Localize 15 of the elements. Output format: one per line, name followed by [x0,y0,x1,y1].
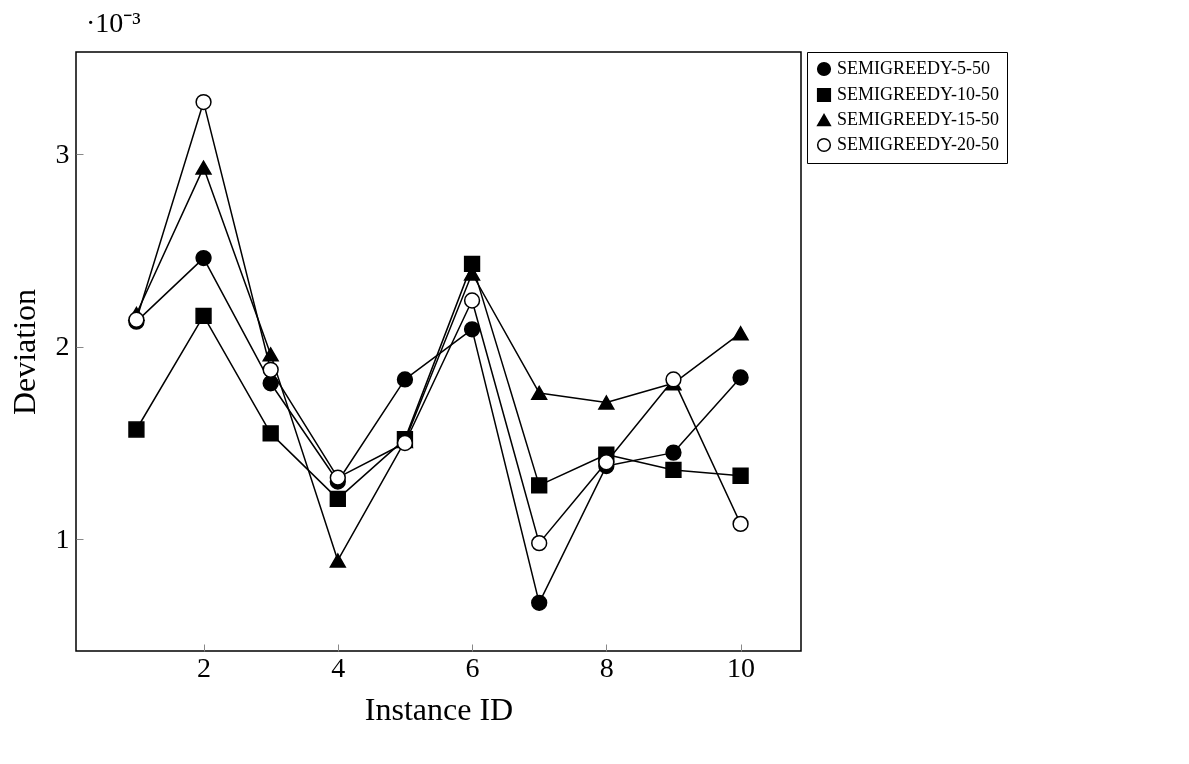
legend-label: SEMIGREEDY-20-50 [837,134,999,154]
text: ·10⁻³ [86,7,141,38]
x-tick-label: 6 [465,651,480,683]
y-tick-label: 2 [55,330,70,362]
legend-label: SEMIGREEDY-10-50 [837,84,999,104]
x-tick-label: 2 [197,651,212,683]
y-tick-label: 3 [55,137,70,169]
x-tick-label: 10 [727,651,756,683]
x-tick-label: 4 [331,651,346,683]
legend-label: SEMIGREEDY-5-50 [837,58,990,78]
x-axis-title: Instance ID [364,690,514,727]
legend-label: SEMIGREEDY-15-50 [837,109,999,129]
y-axis-title: Deviation [5,288,42,416]
x-tick-label: 8 [599,651,614,683]
y-tick-label: 1 [55,522,70,554]
